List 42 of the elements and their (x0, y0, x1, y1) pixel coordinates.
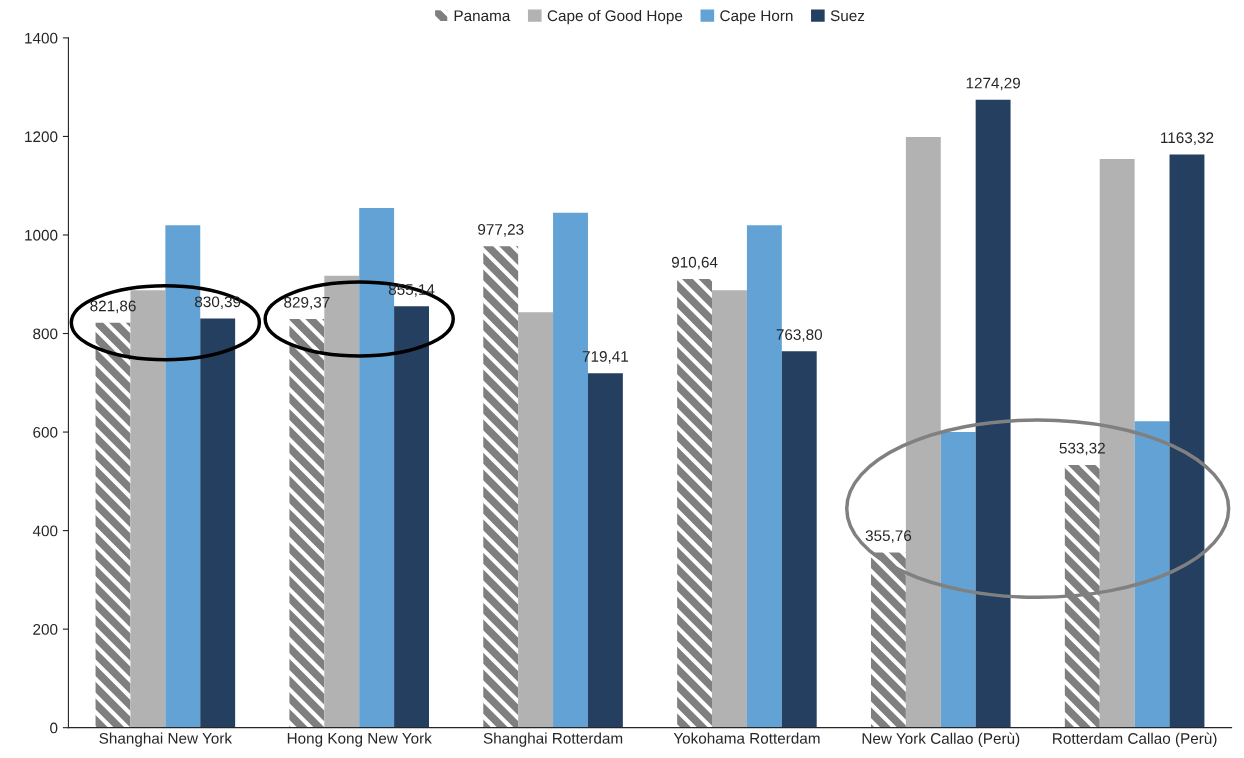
data-label: 977,23 (478, 224, 524, 237)
x-tick-label: Yokohama Rotterdam (673, 732, 820, 744)
y-tick-label: 400 (32, 525, 58, 537)
data-label: 821,86 (90, 300, 136, 314)
bar (1064, 464, 1100, 728)
legend-label: Suez (830, 10, 865, 22)
bar (677, 279, 713, 728)
x-tick-label: Rotterdam Callao (Perù) (1053, 732, 1217, 747)
bar (870, 552, 906, 728)
bar (1134, 421, 1170, 728)
data-label: 910,64 (671, 256, 718, 270)
y-tick-label: 200 (33, 624, 58, 635)
data-label: 1163,32 (1161, 132, 1214, 145)
bar (587, 373, 623, 728)
y-tick-label: 0 (50, 722, 58, 734)
data-label: 533,32 (1059, 442, 1105, 456)
y-tick-label: 1000 (25, 229, 58, 241)
bar (394, 306, 429, 728)
bar (781, 351, 817, 728)
bar (200, 318, 236, 728)
data-label: 829,37 (284, 296, 330, 310)
legend-label: Panama (454, 10, 511, 22)
data-label: 355,76 (865, 530, 912, 543)
bar (1169, 154, 1205, 728)
x-tick-label: Shanghai Rotterdam (483, 732, 623, 747)
x-tick-label: Hong Kong New York (287, 732, 432, 747)
bar (940, 432, 976, 728)
bar (95, 322, 131, 728)
bar (712, 290, 747, 728)
legend-label: Cape of Good Hope (547, 9, 683, 25)
bar (483, 246, 519, 728)
legend-label: Cape Horn (720, 10, 793, 25)
y-tick-label: 1200 (25, 131, 58, 143)
x-tick-label: Shanghai New York (99, 732, 233, 747)
x-tick-label: New York Callao (Perù) (862, 732, 1020, 747)
data-label: 1274,29 (966, 77, 1021, 91)
bar (289, 319, 325, 728)
bar (975, 99, 1011, 728)
y-tick-label: 1400 (25, 32, 58, 44)
y-tick-label: 800 (33, 328, 58, 340)
bar (518, 312, 554, 728)
y-tick-label: 600 (33, 426, 58, 438)
